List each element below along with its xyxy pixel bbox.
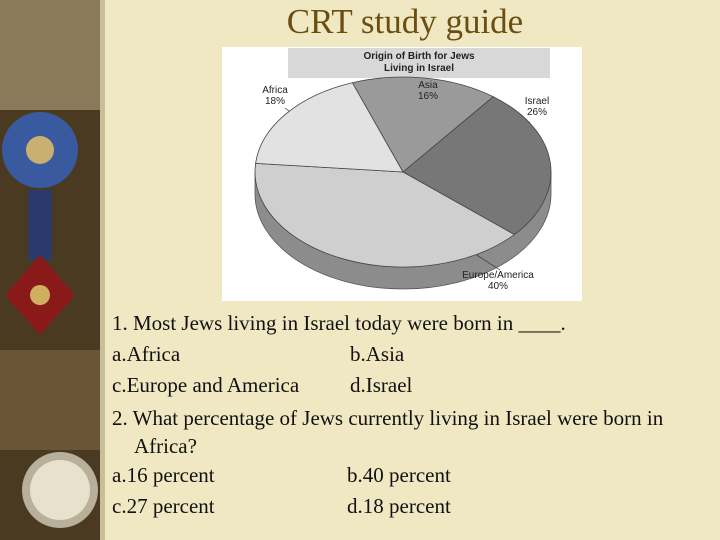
question: 1. Most Jews living in Israel today were… [112, 311, 566, 335]
pie-slice [351, 76, 495, 173]
answer-option: a.Africa [112, 342, 181, 366]
question: 2. What percentage of Jews currently liv… [112, 406, 664, 458]
chart-title: Origin of Birth for Jews Living in Israe… [288, 48, 550, 78]
answer-option: d.18 percent [347, 494, 451, 518]
pie-slice [254, 162, 516, 268]
slice-value-label: 40% [488, 281, 508, 292]
answer-option: c.27 percent [112, 494, 215, 518]
slice-label: Israel [525, 96, 549, 107]
pie-slice [255, 82, 404, 173]
slice-value-label: 16% [418, 91, 438, 102]
slice-label: Africa [262, 85, 288, 96]
decoration [0, 0, 105, 540]
slice-value-label: 18% [265, 96, 285, 107]
slice-label: Asia [418, 80, 438, 91]
pie-slice [402, 96, 552, 236]
slice-label: Europe/America [462, 270, 534, 281]
slide-title: CRT study guide [286, 2, 524, 41]
answer-option: b.Asia [350, 342, 405, 366]
slice-value-label: 26% [527, 107, 547, 118]
answer-option: b.40 percent [347, 463, 451, 487]
answer-option: d.Israel [350, 373, 413, 397]
answer-option: a.16 percent [112, 463, 215, 487]
answer-option: c.Europe and America [112, 373, 300, 397]
